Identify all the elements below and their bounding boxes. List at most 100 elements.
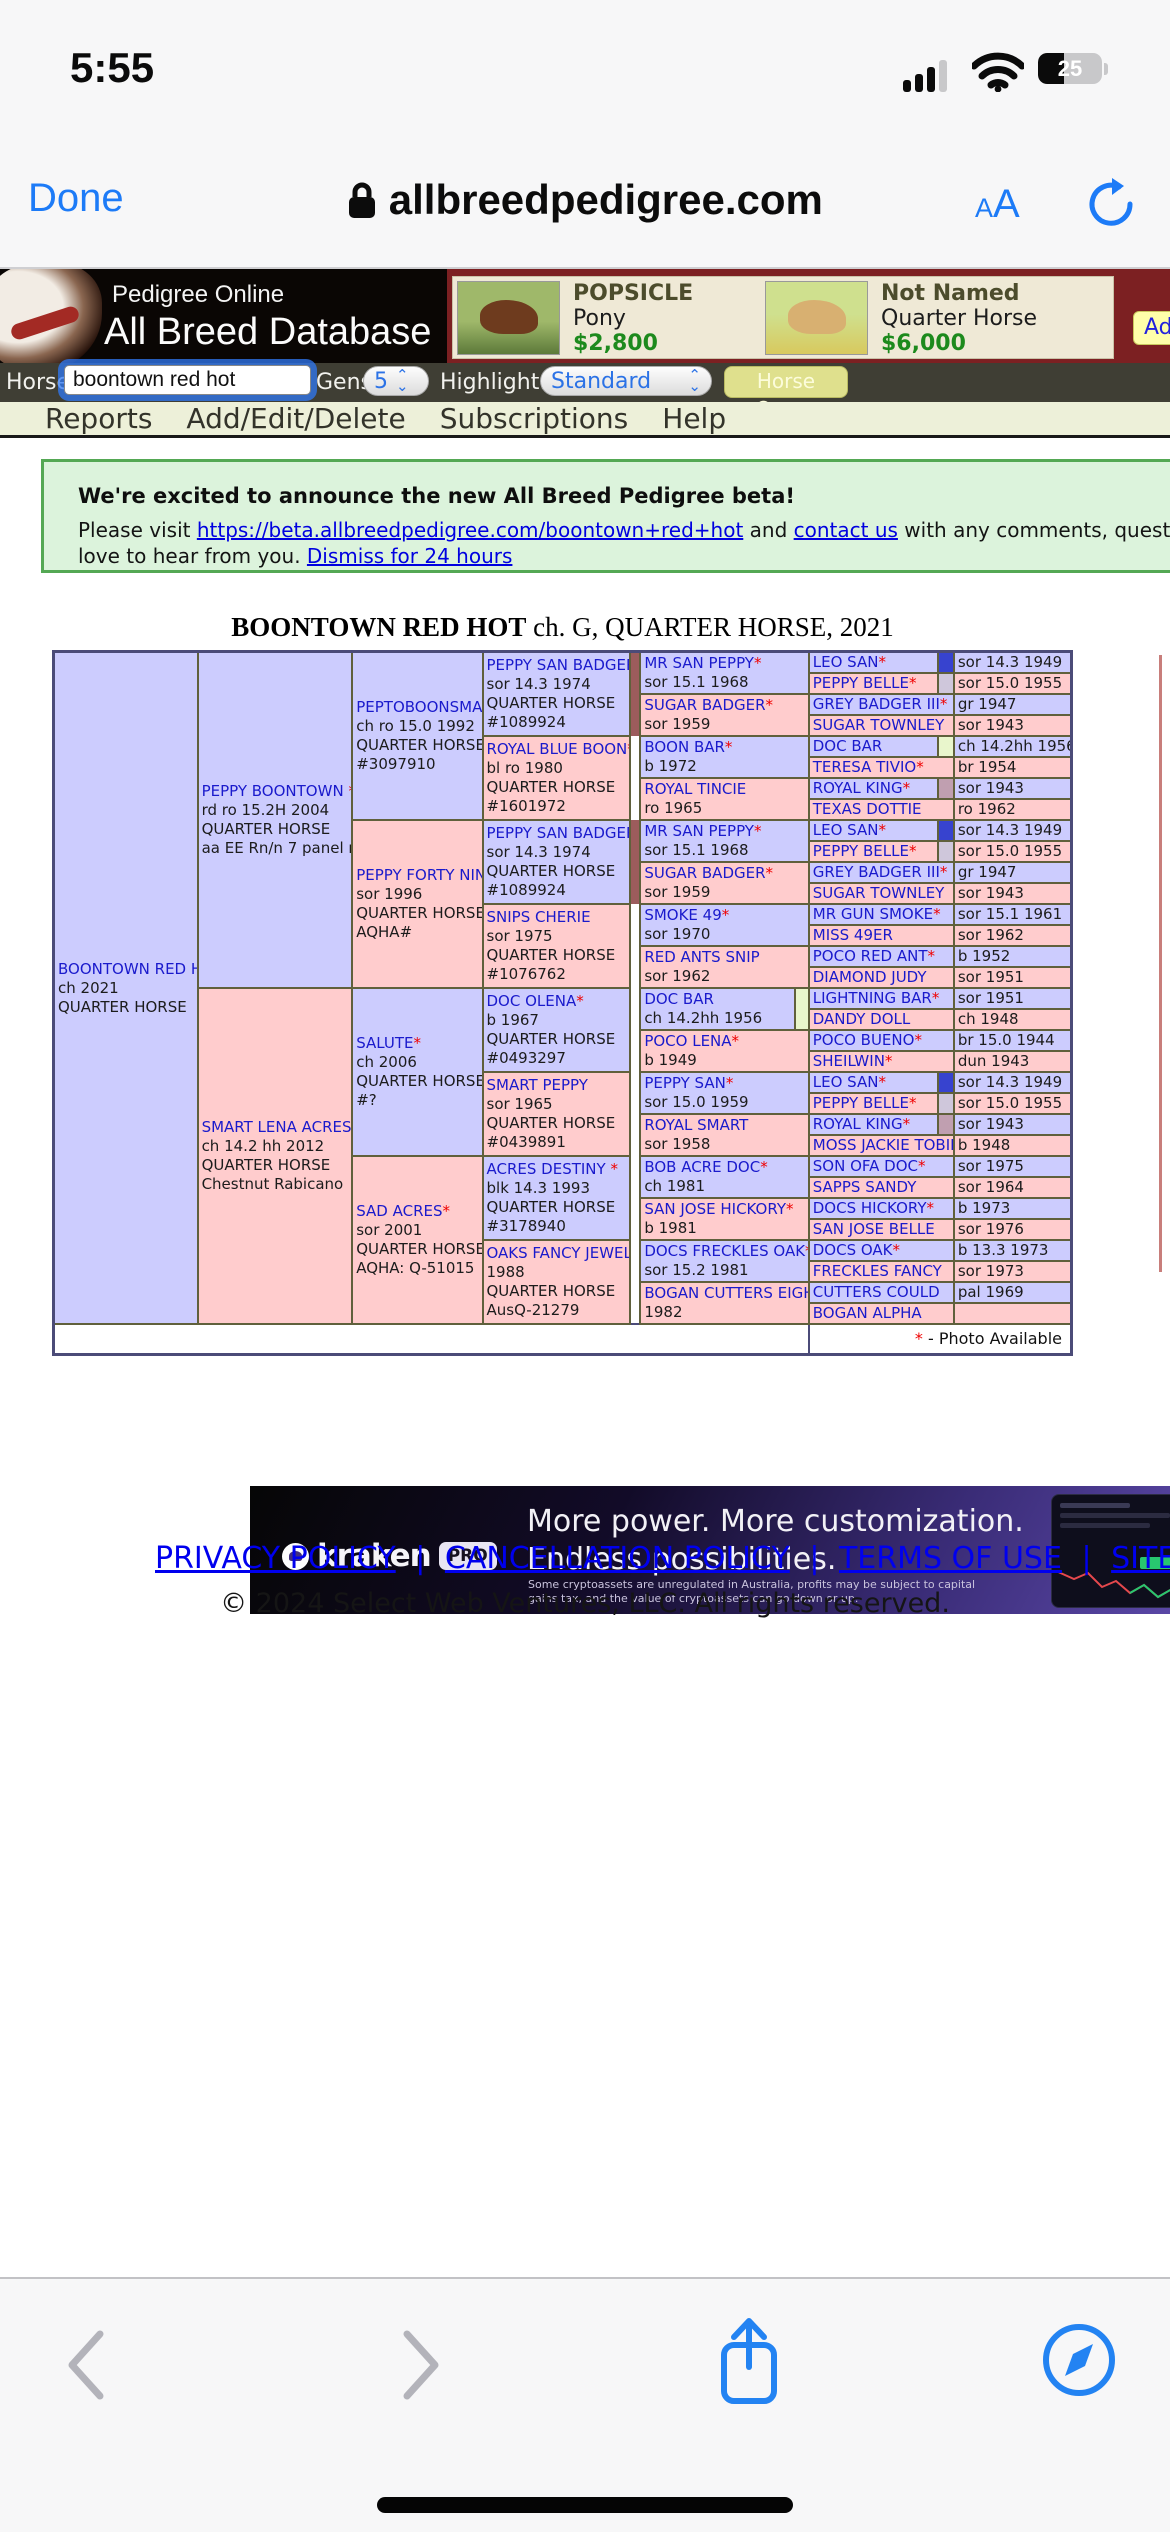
horse-link[interactable]: ROYAL BLUE BOON [486, 740, 628, 758]
horse-link[interactable]: SON OFA DOC [812, 1157, 918, 1175]
ad-chip-button[interactable]: Ad [1133, 311, 1170, 345]
horse-link[interactable]: DANDY DOLL [812, 1010, 911, 1028]
horse-link[interactable]: ROYAL KING [812, 779, 903, 797]
horse-link[interactable]: SUGAR BADGER [644, 696, 766, 714]
horse-link[interactable]: BOB ACRE DOC [644, 1158, 761, 1176]
horse-link[interactable]: TEXAS DOTTIE [812, 800, 922, 818]
highlight-select[interactable]: Standard ⌃ ⌄ [540, 366, 712, 396]
horse-link[interactable]: PEPPY FORTY NINE [356, 866, 483, 884]
horse-link[interactable]: SMART LENA ACRES [201, 1118, 352, 1136]
beta-url-link[interactable]: https://beta.allbreedpedigree.com/boonto… [196, 518, 744, 542]
horse-link[interactable]: SAD ACRES [356, 1202, 443, 1220]
horse-link[interactable]: POCO RED ANT [812, 947, 928, 965]
horse-link[interactable]: SAPPS SANDY [812, 1178, 917, 1196]
horse-link[interactable]: OAKS FANCY JEWEL [486, 1244, 630, 1262]
listing-price: $6,000 [881, 331, 966, 356]
horse-link[interactable]: BOGAN ALPHA [812, 1304, 922, 1322]
horse-link[interactable]: DOCS HICKORY [812, 1199, 927, 1217]
horse-link[interactable]: POCO LENA [644, 1032, 732, 1050]
contact-us-link[interactable]: contact us [793, 518, 898, 542]
horse-link[interactable]: LEO SAN [812, 1073, 879, 1091]
horse-link[interactable]: PEPPY SAN BADGER [486, 656, 630, 674]
photo-available-star: * [786, 1200, 794, 1218]
nav-item-help[interactable]: Help [662, 402, 727, 435]
address-bar[interactable]: allbreedpedigree.com [0, 176, 1170, 224]
footer-link-privacy-policy[interactable]: PRIVACY POLICY [155, 1541, 396, 1576]
horse-link[interactable]: DOC BAR [644, 990, 714, 1008]
footer-link-cancellation-policy[interactable]: CANCELLATION POLICY [444, 1541, 790, 1576]
nav-item-subscriptions[interactable]: Subscriptions [439, 402, 629, 435]
open-in-safari-button[interactable] [1041, 2322, 1117, 2398]
nav-item-add-edit-delete[interactable]: Add/Edit/Delete [186, 402, 406, 435]
horse-link[interactable]: SUGAR TOWNLEY [812, 716, 945, 734]
horse-link[interactable]: LEO SAN [812, 821, 879, 839]
kraken-ad-banner[interactable]: kraken PRO More power. More customizatio… [250, 1486, 1170, 1614]
horse-link[interactable]: DOC BAR [812, 737, 883, 755]
horse-link[interactable]: DOCS OAK [812, 1241, 893, 1259]
horse-search-input[interactable] [64, 365, 311, 395]
horse-link[interactable]: SNIPS CHERIE [486, 908, 591, 926]
horse-link[interactable]: FRECKLES FANCY [812, 1262, 942, 1280]
horse-link[interactable]: MOSS JACKIE TOBIN [812, 1136, 954, 1154]
horse-link[interactable]: ACRES DESTINY [486, 1160, 606, 1178]
share-button[interactable] [714, 2315, 784, 2407]
dismiss-link[interactable]: Dismiss for 24 hours [306, 544, 513, 568]
horse-link[interactable]: DIAMOND JUDY [812, 968, 927, 986]
horse-link[interactable]: CUTTERS COULD [812, 1283, 940, 1301]
footer-link-sitemap[interactable]: SITEMAP [1111, 1541, 1170, 1576]
forward-button[interactable] [399, 2330, 443, 2400]
photo-available-star: * [725, 1074, 734, 1092]
horse-link[interactable]: SALUTE [356, 1034, 414, 1052]
horse-link[interactable]: ROYAL SMART [644, 1116, 749, 1134]
horse-link[interactable]: BOONTOWN RED HOT [58, 959, 196, 978]
horse-link[interactable]: SAN JOSE BELLE [812, 1220, 935, 1238]
horse-link[interactable]: PEPPY BELLE [812, 1094, 909, 1112]
reload-icon[interactable] [1086, 176, 1138, 232]
pedigree-cell: LEO SAN* [807, 1071, 939, 1094]
horse-link[interactable]: MISS 49ER [812, 926, 893, 944]
site-logo-area[interactable]: Pedigree Online All Breed Database [0, 269, 447, 363]
horse-link[interactable]: BOON BAR [644, 738, 725, 756]
horse-link[interactable]: SUGAR TOWNLEY [812, 884, 945, 902]
gens-select[interactable]: 5 ⌃ ⌄ [363, 366, 429, 396]
horse-link[interactable]: MR GUN SMOKE [812, 905, 934, 923]
horse-link[interactable]: PEPPY BELLE [812, 674, 909, 692]
horse-link[interactable]: MR SAN PEPPY [644, 822, 754, 840]
horse-query-button[interactable]: Horse Query [724, 366, 848, 421]
horse-link[interactable]: PEPPY BELLE [812, 842, 909, 860]
horse-link[interactable]: PEPPY SAN BADGER [486, 824, 630, 842]
horse-info: blk 14.3 1993 [486, 1179, 590, 1197]
pedigree-cell: SMART PEPPY sor 1965 QUARTER HORSE #0439891 [481, 1071, 631, 1157]
horse-link[interactable]: RED ANTS SNIP [644, 948, 760, 966]
pedigree-cell: PEPPY FORTY NINE sor 1996 QUARTER HORSE AQH… [351, 819, 484, 989]
text-size-button[interactable]: AA [975, 182, 1020, 226]
horse-link[interactable]: SMART PEPPY [486, 1076, 588, 1094]
horse-link[interactable]: PEPPY SAN [644, 1074, 726, 1092]
horse-link[interactable]: TERESA TIVIO [812, 758, 917, 776]
horse-link[interactable]: PEPTOBOONSMAL [356, 698, 483, 716]
horse-link[interactable]: SMOKE 49 [644, 906, 722, 924]
horse-link[interactable]: DOCS FRECKLES OAK [644, 1242, 806, 1260]
horse-link[interactable]: SUGAR BADGER [644, 864, 766, 882]
horse-link[interactable]: POCO BUENO [812, 1031, 915, 1049]
horse-link[interactable]: PEPPY BOONTOWN [201, 782, 344, 800]
horse-link[interactable]: GREY BADGER III [812, 863, 940, 881]
horse-link[interactable]: MR SAN PEPPY [644, 654, 754, 672]
horse-link[interactable]: LEO SAN [812, 653, 879, 671]
horse-link[interactable]: DOC OLENA [486, 992, 577, 1010]
horse-link[interactable]: ROYAL TINCIE [644, 780, 747, 798]
horse-link[interactable]: BOGAN CUTTERS EIGHT [644, 1284, 809, 1302]
nav-item-reports[interactable]: Reports [45, 402, 153, 435]
horse-listings-ad[interactable]: POPSICLE Pony $2,800 Not Named Quarter H… [452, 276, 1114, 359]
horse-link[interactable]: LIGHTNING BAR [812, 989, 932, 1007]
footer-link-terms-of-use[interactable]: TERMS OF USE [838, 1541, 1062, 1576]
horse-link[interactable]: ROYAL KING [812, 1115, 903, 1133]
done-button[interactable]: Done [28, 176, 124, 220]
listing-item[interactable]: POPSICLE Pony $2,800 [573, 281, 693, 356]
pedigree-cell: POCO BUENO* [807, 1029, 955, 1052]
listing-item[interactable]: Not Named Quarter Horse $6,000 [881, 281, 1037, 356]
horse-link[interactable]: GREY BADGER III [812, 695, 940, 713]
horse-link[interactable]: SAN JOSE HICKORY [644, 1200, 786, 1218]
back-button[interactable] [64, 2330, 108, 2400]
horse-link[interactable]: SHEILWIN [812, 1052, 885, 1070]
